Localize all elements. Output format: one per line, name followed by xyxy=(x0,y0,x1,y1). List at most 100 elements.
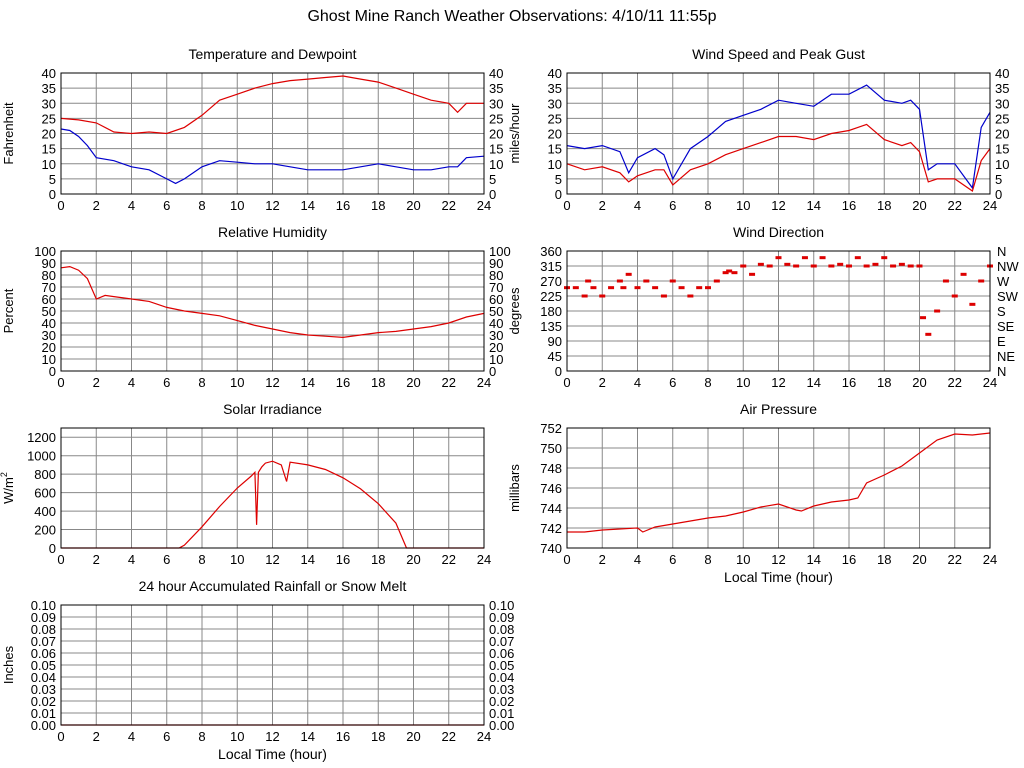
wind-direction-xtick-label: 12 xyxy=(771,375,785,390)
wind-direction-point xyxy=(934,309,941,313)
humidity-ylabel: Percent xyxy=(1,288,16,333)
wind-speed-ytick-label-right: 5 xyxy=(995,172,1002,187)
temperature-ytick-label: 5 xyxy=(49,172,56,187)
rainfall-xtick-label: 2 xyxy=(93,729,100,744)
pressure-xtick-label: 14 xyxy=(807,552,821,567)
rainfall-ytick-label-right: 0.05 xyxy=(489,658,514,673)
temperature-ytick-label: 30 xyxy=(42,96,56,111)
wind-speed-ytick-label: 5 xyxy=(555,172,562,187)
wind-direction-point xyxy=(713,279,720,283)
wind-speed-series-2 xyxy=(566,123,991,192)
temperature-xtick-label: 20 xyxy=(406,198,420,213)
wind-direction-point xyxy=(793,264,800,268)
humidity-ytick-label: 70 xyxy=(42,280,56,295)
wind-direction-point xyxy=(625,272,632,276)
humidity-ytick-label-right: 100 xyxy=(489,244,511,259)
rainfall-xtick-label: 12 xyxy=(265,729,279,744)
pressure-ytick-label: 750 xyxy=(540,441,562,456)
wind-direction-compass-label: N xyxy=(997,244,1006,259)
pressure-ytick-label: 752 xyxy=(540,421,562,436)
wind-direction-point xyxy=(572,286,579,290)
humidity-xtick-label: 20 xyxy=(406,375,420,390)
temperature-plot-frame xyxy=(60,72,485,195)
wind-direction-xtick-label: 10 xyxy=(736,375,750,390)
rainfall-ytick-label: 0.10 xyxy=(31,598,56,613)
rainfall-ytick-label-right: 0.03 xyxy=(489,682,514,697)
solar-xtick-label: 4 xyxy=(128,552,135,567)
wind-speed-xtick-label: 6 xyxy=(669,198,676,213)
wind-direction-point xyxy=(705,286,711,290)
temperature-xtick-label: 18 xyxy=(371,198,385,213)
humidity-xtick-label: 16 xyxy=(336,375,350,390)
rainfall-xtick-label: 22 xyxy=(442,729,456,744)
wind-speed-xtick-label: 2 xyxy=(599,198,606,213)
wind-direction-point xyxy=(942,279,949,283)
solar-plot-frame xyxy=(60,427,485,549)
wind-direction-point xyxy=(854,256,861,260)
wind-speed-xtick-label: 24 xyxy=(983,198,997,213)
wind-speed-xtick-label: 18 xyxy=(877,198,891,213)
wind-direction-point xyxy=(925,332,932,336)
wind-direction-point xyxy=(810,264,817,268)
rainfall-xtick-label: 14 xyxy=(301,729,315,744)
wind-direction-point xyxy=(740,264,747,268)
humidity-ytick-label: 100 xyxy=(34,244,56,259)
humidity-ytick-label: 0 xyxy=(49,364,56,379)
wind-direction-ytick-label: 135 xyxy=(540,319,562,334)
solar-ylabel: W/m2 xyxy=(0,472,16,504)
wind-speed-xtick-label: 22 xyxy=(948,198,962,213)
temperature-xtick-label: 6 xyxy=(163,198,170,213)
wind-direction-point xyxy=(749,272,756,276)
wind-speed-ytick-label: 35 xyxy=(548,81,562,96)
rainfall-ytick-label: 0.09 xyxy=(31,610,56,625)
wind-direction-point xyxy=(599,294,606,298)
wind-direction-point xyxy=(731,271,738,275)
wind-direction-ytick-label: 360 xyxy=(540,244,562,259)
wind-direction-point xyxy=(890,264,897,268)
wind-direction-point xyxy=(872,262,879,266)
pressure-xlabel: Local Time (hour) xyxy=(724,569,833,585)
solar-xtick-label: 12 xyxy=(265,552,279,567)
solar-xtick-label: 16 xyxy=(336,552,350,567)
rainfall-ytick-label: 0.04 xyxy=(31,670,56,685)
wind-speed-ytick-label: 30 xyxy=(548,96,562,111)
solar-xtick-label: 10 xyxy=(230,552,244,567)
temperature-ytick-label-right: 10 xyxy=(489,157,503,172)
temperature-ytick-label: 20 xyxy=(42,127,56,142)
wind-speed-ytick-label-right: 10 xyxy=(995,157,1009,172)
rainfall-ytick-label-right: 0.06 xyxy=(489,646,514,661)
temperature-ytick-label: 25 xyxy=(42,111,56,126)
humidity-ytick-label-right: 30 xyxy=(489,328,503,343)
rainfall-ytick-label: 0.01 xyxy=(31,706,56,721)
rainfall-xtick-label: 18 xyxy=(371,729,385,744)
wind-direction-point xyxy=(608,286,615,290)
rainfall-chart: 24 hour Accumulated Rainfall or Snow Mel… xyxy=(1,578,514,762)
pressure-plot-frame xyxy=(566,427,991,549)
rainfall-ytick-label: 0.05 xyxy=(31,658,56,673)
humidity-xtick-label: 22 xyxy=(442,375,456,390)
solar-ytick-label: 0 xyxy=(49,541,56,556)
wind-direction-xtick-label: 24 xyxy=(983,375,997,390)
wind-direction-point xyxy=(801,256,808,260)
humidity-title: Relative Humidity xyxy=(218,224,327,240)
humidity-xtick-label: 12 xyxy=(265,375,279,390)
wind-direction-compass-label: NW xyxy=(997,259,1019,274)
rainfall-xtick-label: 8 xyxy=(198,729,205,744)
rainfall-ytick-label-right: 0.08 xyxy=(489,622,514,637)
wind-direction-point xyxy=(726,269,733,273)
humidity-xtick-label: 2 xyxy=(93,375,100,390)
solar-ytick-label: 1200 xyxy=(27,430,56,445)
pressure-xtick-label: 20 xyxy=(912,552,926,567)
pressure-ytick-label: 746 xyxy=(540,481,562,496)
rainfall-ytick-label-right: 0.00 xyxy=(489,718,514,733)
pressure-ytick-label: 742 xyxy=(540,521,562,536)
wind-direction-compass-label: E xyxy=(997,334,1006,349)
humidity-ytick-label-right: 50 xyxy=(489,304,503,319)
temperature-title: Temperature and Dewpoint xyxy=(188,46,356,62)
temperature-xtick-label: 24 xyxy=(477,198,491,213)
rainfall-ytick-label-right: 0.04 xyxy=(489,670,514,685)
wind-direction-point xyxy=(837,262,844,266)
wind-direction-point xyxy=(898,262,905,266)
